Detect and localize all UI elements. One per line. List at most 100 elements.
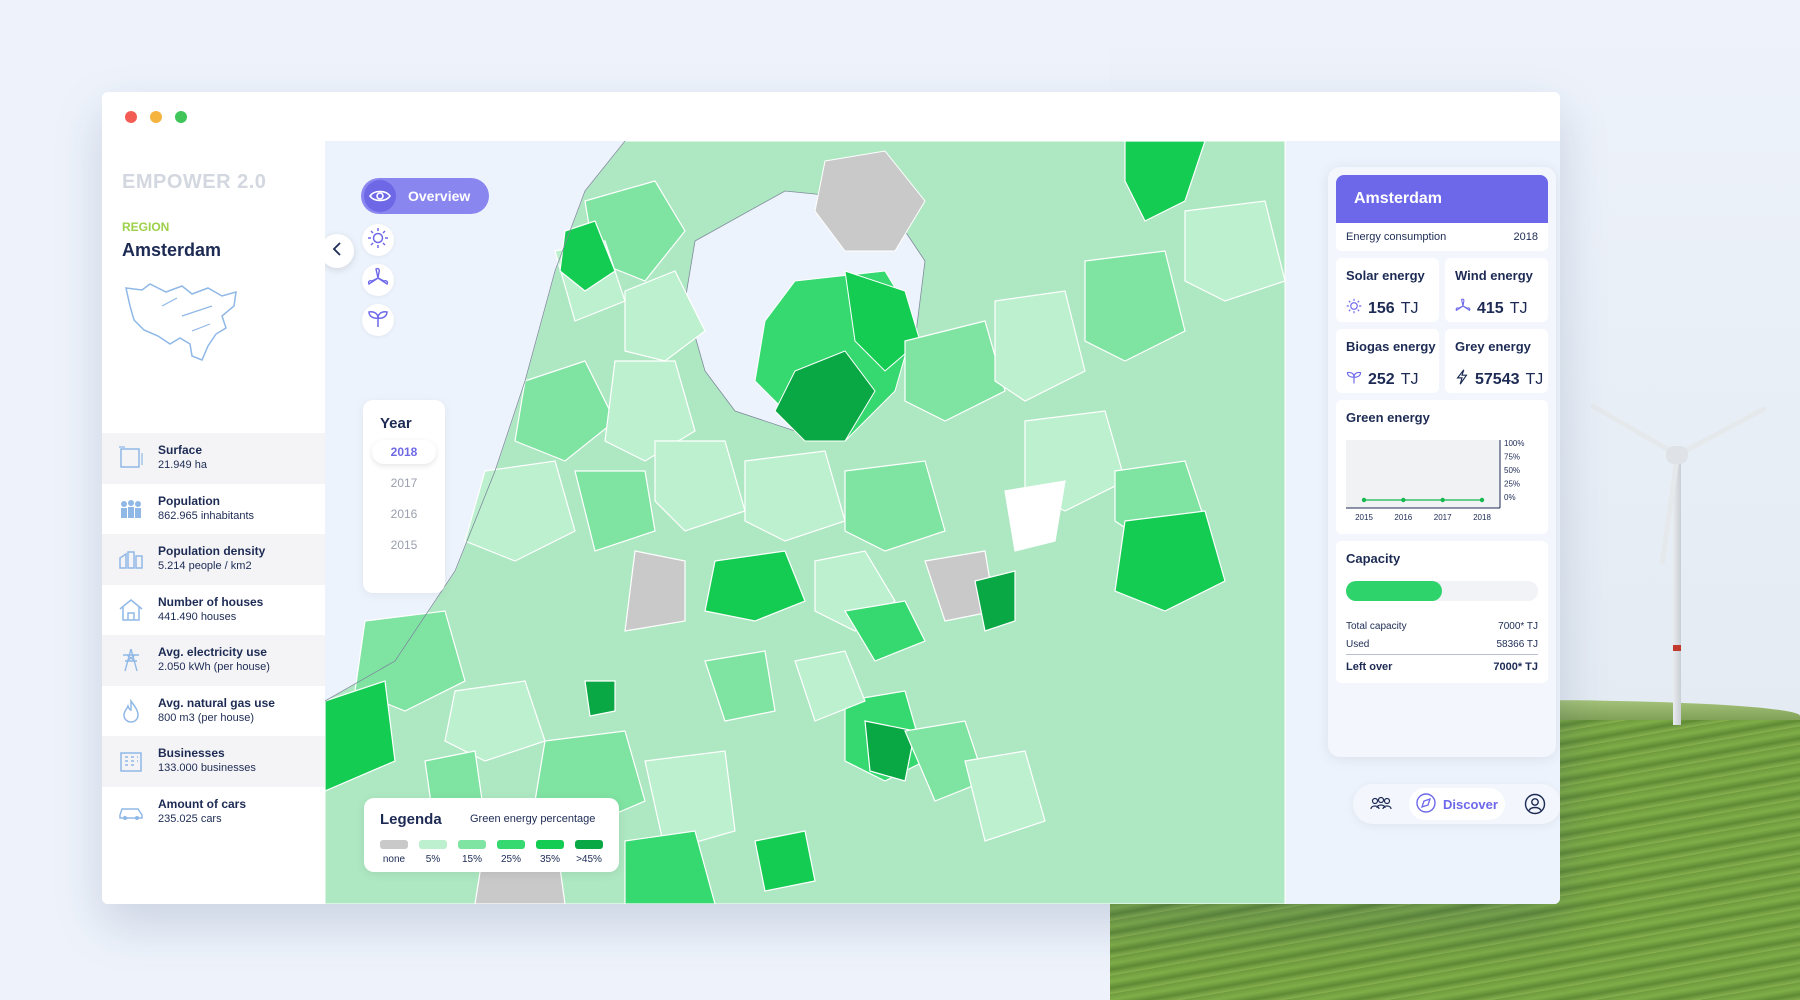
card-title: Grey energy [1455, 339, 1531, 354]
card-unit: TJ [1400, 299, 1419, 317]
stat-cars: Amount of cars 235.025 cars [102, 787, 325, 838]
card-value: 57543 [1475, 370, 1520, 388]
stat-electricity: Avg. electricity use 2.050 kWh (per house… [102, 635, 325, 686]
maximize-window-button[interactable] [175, 110, 187, 123]
chart-y-tick-label: 25% [1504, 480, 1520, 489]
close-window-button[interactable] [125, 110, 137, 123]
chart-plot-area [1346, 440, 1500, 508]
building-icon [116, 746, 146, 776]
chart-x-tick-label: 2018 [1473, 513, 1491, 522]
capacity-divider [1346, 654, 1538, 655]
pylon-icon [116, 645, 146, 675]
legend-swatch-5 [419, 840, 447, 849]
app-window: EMPOWER 2.0 REGION Amsterdam Surface 21.9… [102, 92, 1560, 904]
stat-surface: Surface 21.949 ha [102, 433, 325, 484]
chart-data-point [1361, 497, 1367, 503]
energy-consumption-row: Energy consumption 2018 [1336, 223, 1548, 251]
year-option-2018[interactable]: 2018 [372, 440, 436, 464]
chart-y-tick-label: 100% [1504, 439, 1524, 448]
title-bar [102, 92, 1560, 141]
legend-label: 25% [500, 854, 521, 865]
wind-energy-card: Wind energy 415 TJ [1445, 258, 1548, 322]
grey-energy-card: Grey energy 57543 TJ [1445, 329, 1548, 393]
stat-businesses: Businesses 133.000 businesses [102, 736, 325, 787]
stat-value: 5.214 people / km2 [158, 560, 252, 573]
card-unit: TJ [1400, 370, 1419, 388]
panel-title: Amsterdam [1336, 175, 1548, 223]
region-stats-list: Surface 21.949 ha Population 862.965 inhab… [102, 433, 325, 837]
stat-value: 133.000 businesses [158, 762, 256, 775]
year-title: Year [380, 415, 412, 432]
card-value: 156 [1368, 299, 1395, 317]
map-area[interactable]: Overview Year 2018 2017 2016 2015 Legend… [325, 141, 1560, 904]
density-icon [116, 544, 146, 574]
sidebar: EMPOWER 2.0 REGION Amsterdam Surface 21.9… [102, 141, 325, 904]
card-value: 252 [1368, 370, 1395, 388]
used-row: Used 58366 TJ [1346, 639, 1538, 650]
sun-icon [1346, 298, 1362, 319]
year-selector: Year 2018 2017 2016 2015 [363, 400, 445, 593]
stat-value: 21.949 ha [158, 459, 207, 472]
sun-icon [367, 227, 389, 254]
chart-data-point [1401, 497, 1406, 503]
minimize-window-button[interactable] [150, 110, 162, 123]
solar-mode-button[interactable] [362, 224, 394, 256]
chart-x-tick-label: 2017 [1434, 513, 1452, 522]
region-label: REGION [122, 220, 170, 234]
flame-icon [116, 696, 146, 726]
year-option-2017[interactable]: 2017 [390, 476, 418, 490]
stat-value: 235.025 cars [158, 812, 222, 825]
chart-y-tick-label: 75% [1504, 453, 1520, 462]
brand-logo: EMPOWER 2.0 [122, 171, 267, 193]
left-over-value: 7000* TJ [1493, 661, 1538, 673]
wind-mode-button[interactable] [362, 264, 394, 296]
map-legend: Legenda Green energy percentage none 5% … [364, 798, 619, 872]
left-over-row: Left over 7000* TJ [1346, 661, 1538, 673]
biogas-mode-button[interactable] [362, 304, 394, 336]
lightning-icon [1455, 369, 1469, 390]
sprout-icon [1346, 369, 1362, 390]
stat-value: 800 m3 (per house) [158, 711, 254, 724]
year-option-2016[interactable]: 2016 [390, 507, 418, 521]
overview-label: Overview [408, 188, 471, 204]
green-energy-card: Green energy 100% 75% 50% 25% 0% 2015 2016 2017… [1336, 400, 1548, 534]
total-capacity-row: Total capacity 7000* TJ [1346, 621, 1538, 632]
stat-title: Surface [158, 443, 203, 458]
stat-density: Population density 5.214 people / km2 [102, 534, 325, 585]
legend-swatch-45 [575, 840, 603, 849]
card-value: 415 [1477, 299, 1504, 317]
population-icon [116, 494, 146, 524]
chart-data-point [1440, 497, 1445, 503]
region-energy-panel: Amsterdam Energy consumption 2018 Solar … [1328, 167, 1556, 757]
discover-button[interactable]: Discover [1409, 788, 1505, 820]
house-icon [116, 595, 146, 625]
discover-icon [1415, 792, 1437, 817]
capacity-card: Capacity Total capacity 7000* TJ Used 58… [1336, 541, 1548, 683]
collapse-sidebar-button[interactable] [325, 234, 354, 268]
green-energy-title: Green energy [1346, 410, 1430, 425]
stat-gas: Avg. natural gas use 800 m3 (per house) [102, 686, 325, 737]
capacity-bar-fill [1346, 581, 1442, 601]
legend-swatch-25 [497, 840, 525, 849]
user-profile-icon[interactable] [1523, 792, 1547, 816]
overview-button[interactable]: Overview [361, 178, 489, 214]
stat-value: 2.050 kWh (per house) [158, 661, 270, 674]
card-title: Solar energy [1346, 268, 1425, 283]
region-outline-map [125, 283, 237, 361]
card-unit: TJ [1509, 299, 1528, 317]
solar-energy-card: Solar energy 156 TJ [1336, 258, 1439, 322]
capacity-bar [1346, 581, 1538, 601]
wind-turbine-icon [367, 267, 389, 294]
sprout-icon [367, 307, 389, 334]
used-label: Used [1346, 639, 1370, 650]
year-option-2015[interactable]: 2015 [390, 538, 418, 552]
capacity-title: Capacity [1346, 551, 1401, 566]
legend-label: 15% [461, 854, 482, 865]
community-icon[interactable] [1369, 792, 1393, 816]
stat-title: Population [158, 493, 220, 508]
consumption-year[interactable]: 2018 [1513, 231, 1538, 243]
chart-x-tick-label: 2015 [1355, 513, 1373, 522]
green-energy-chart: 100% 75% 50% 25% 0% 2015 2016 2017 2018 [1346, 439, 1524, 522]
stat-title: Businesses [158, 746, 225, 761]
legend-swatch-none [380, 840, 408, 849]
